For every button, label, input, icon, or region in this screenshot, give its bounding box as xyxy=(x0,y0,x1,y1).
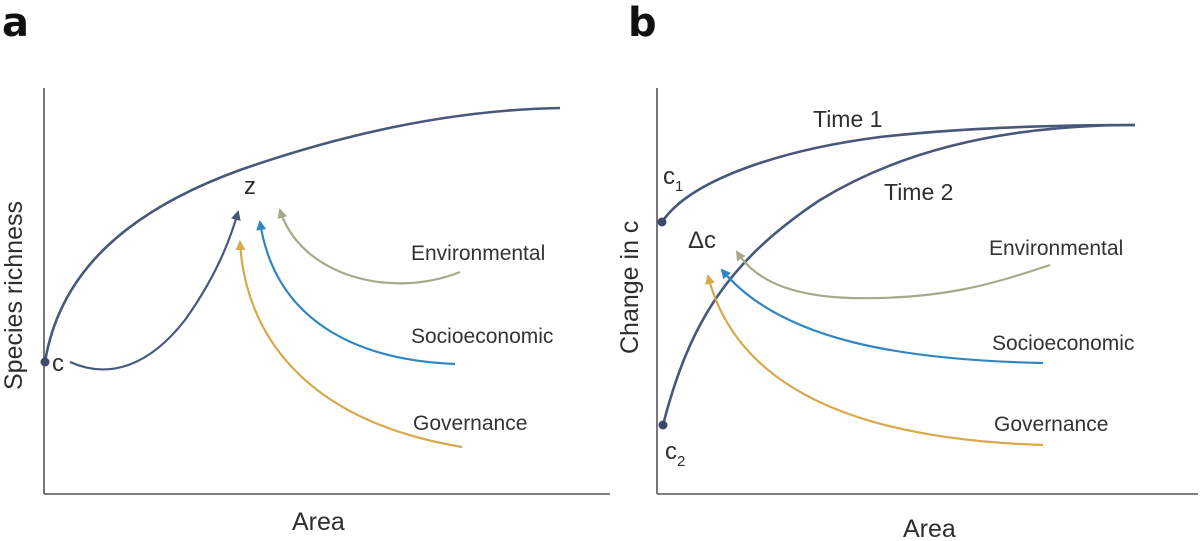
panel-a-socioeconomic-label: Socioeconomic xyxy=(411,325,553,348)
panel-a-letter: a xyxy=(2,0,29,46)
panel-a-socioeconomic-arrow xyxy=(256,220,456,366)
panel-a-environmental-arrow xyxy=(277,208,461,285)
panel-b-time1-label: Time 1 xyxy=(813,106,882,132)
panel-b-environmental-label: Environmental xyxy=(989,237,1123,260)
panel-a-species-area-curve xyxy=(43,106,561,363)
panel-b-environmental-arrow xyxy=(735,250,1051,300)
panel-b-time1-curve xyxy=(660,123,1136,223)
panel-b-governance-label: Governance xyxy=(994,413,1108,436)
panel-b-letter: b xyxy=(628,0,657,46)
panel-a-z-label: z xyxy=(244,173,256,200)
panel-a-y-label: Species richness xyxy=(0,201,28,390)
panel-b-time2-curve xyxy=(661,123,1136,426)
panel-a-c-point xyxy=(40,357,50,367)
panel-b-time2-label: Time 2 xyxy=(884,179,953,205)
panel-a-governance-label: Governance xyxy=(413,412,527,435)
panel-b-c1-point xyxy=(657,217,667,227)
panel-b-socioeconomic-label: Socioeconomic xyxy=(992,332,1134,355)
panel-a-governance-arrow xyxy=(235,240,463,449)
panel-a: a Area Species richness c z Environmenta… xyxy=(0,0,610,536)
panel-b-delta-c-label: Δc xyxy=(688,227,716,254)
panel-a-x-label: Area xyxy=(292,508,345,536)
panel-b: b Area Change in c Time 1 Time 2 c1 c2 Δ… xyxy=(616,0,1198,541)
panel-b-socioeconomic-arrow xyxy=(720,268,1044,365)
panel-a-c-label: c xyxy=(52,350,64,377)
panel-b-c1-label: c1 xyxy=(663,163,683,195)
panel-b-x-label: Area xyxy=(903,515,956,541)
panel-a-environmental-label: Environmental xyxy=(411,242,545,265)
panel-b-c2-label: c2 xyxy=(665,438,685,470)
panel-a-c-to-z-arrow xyxy=(69,210,241,371)
panel-b-governance-arrow xyxy=(705,274,1044,447)
panel-b-y-label: Change in c xyxy=(616,221,644,354)
panel-b-c2-point xyxy=(658,420,668,430)
